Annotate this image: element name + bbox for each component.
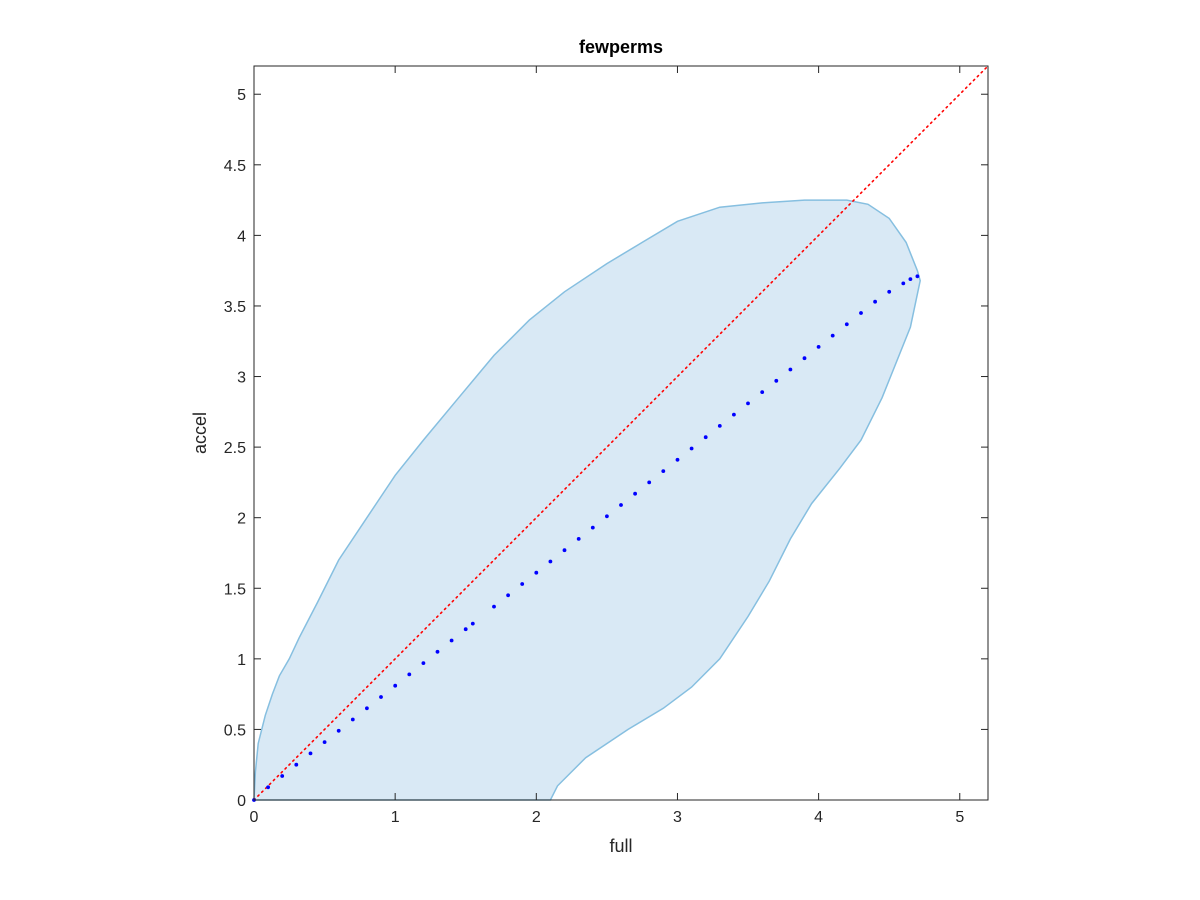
scatter-point [844,322,849,327]
region-layer [253,199,921,801]
scatter-point [576,537,581,541]
x-tick-label: 4 [814,809,823,826]
scatter-point [492,604,496,609]
y-tick-label: 0.5 [224,722,246,739]
scatter-point [633,491,637,496]
scatter-point [421,661,426,665]
scatter-point [280,774,285,778]
scatter-point [746,401,750,406]
x-tick-label: 1 [391,809,400,826]
scatter-point [308,751,313,756]
scatter-point [266,785,270,790]
scatter-point [548,559,553,564]
scatter-point [322,740,327,744]
x-tick-label: 5 [955,809,964,826]
scatter-point [901,281,906,286]
y-tick-label: 4 [237,228,246,245]
scatter-point [859,311,863,315]
scatter-point [336,728,341,733]
scatter-point [647,480,652,485]
scatter-point [774,378,779,383]
axes-box [253,65,989,801]
scatter-point [506,593,510,598]
scatter-point [449,638,454,643]
y-tick-label: 4.5 [224,158,246,175]
y-tick-label: 5 [237,87,246,104]
scatter-point [294,762,299,767]
scatter-point [365,706,369,711]
points-layer [252,274,920,802]
scatter-point [435,649,440,654]
scatter-point [470,621,475,626]
scatter-point [887,289,892,294]
scatter-point [915,274,920,279]
scatter-point [379,695,383,699]
scatter-point [393,683,398,688]
scatter-point [788,367,793,372]
y-tick-label: 1.5 [224,581,246,598]
scatter-point [830,333,835,338]
scatter-point [463,627,468,632]
ticks-layer: 0 1 2 3 4 5 0 0.5 1 1.5 2 2.5 3 3.5 4 4.5 5 [224,66,988,826]
y-tick-label: 2 [237,511,246,528]
y-tick-label: 3 [237,370,246,387]
reference-line-layer [253,65,989,801]
reference-line [253,65,989,801]
scatter-point [873,299,877,304]
scatter-point [534,570,539,575]
scatter-point [689,446,694,451]
scatter-point [760,390,765,394]
scatter-point [590,525,595,530]
x-tick-label: 2 [532,809,541,826]
scatter-point [605,514,609,519]
chart-title: fewperms [579,37,663,57]
scatter-point [717,424,722,428]
scatter-point [661,469,666,473]
scatter-point [675,457,680,462]
scatter-point [619,503,623,507]
y-axis-label: accel [190,412,210,454]
y-tick-label: 2.5 [224,440,246,457]
scatter-point [350,717,355,722]
scatter-point [908,277,913,281]
scatter-point [703,435,708,440]
x-axis-label: full [609,836,632,856]
scatter-point [520,582,525,586]
y-tick-label: 1 [237,652,246,669]
scatter-point [816,345,821,349]
y-tick-label: 3.5 [224,299,246,316]
x-tick-label: 3 [673,809,682,826]
scatter-point [732,412,736,417]
y-tick-label: 0 [237,793,246,810]
scatter-point [407,672,412,677]
scatter-point [802,356,807,361]
x-tick-label: 0 [250,809,259,826]
scatter-point [562,548,567,553]
confidence-region [253,199,921,801]
